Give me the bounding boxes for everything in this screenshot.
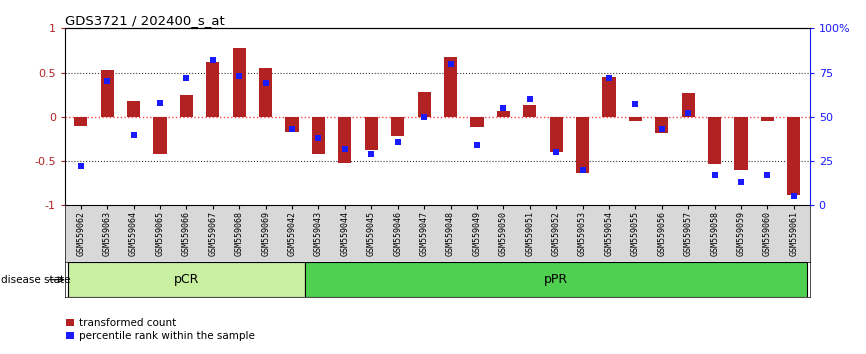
Bar [787, 117, 800, 195]
Bar [391, 117, 404, 136]
Bar [153, 117, 166, 154]
Text: pCR: pCR [174, 273, 199, 286]
Bar [523, 105, 536, 117]
Bar [339, 117, 352, 163]
Bar [127, 101, 140, 117]
Bar [734, 117, 747, 170]
Bar [365, 117, 378, 150]
Bar [629, 117, 642, 121]
Text: pPR: pPR [544, 273, 568, 286]
Bar [259, 68, 272, 117]
Bar [576, 117, 589, 172]
Bar [100, 70, 113, 117]
Bar [682, 93, 695, 117]
Bar [417, 92, 430, 117]
Bar [761, 117, 774, 121]
Legend: transformed count, percentile rank within the sample: transformed count, percentile rank withi… [61, 314, 259, 345]
Bar [708, 117, 721, 164]
Bar [470, 117, 483, 127]
Bar [74, 117, 87, 126]
Bar [206, 62, 219, 117]
Text: disease state: disease state [1, 275, 70, 285]
Bar [444, 57, 457, 117]
Bar [68, 262, 306, 297]
Bar [656, 117, 669, 133]
Bar [312, 117, 325, 154]
Bar [497, 111, 510, 117]
Bar [550, 117, 563, 152]
Bar [180, 95, 193, 117]
Text: GDS3721 / 202400_s_at: GDS3721 / 202400_s_at [65, 14, 224, 27]
Bar [306, 262, 807, 297]
Bar [603, 77, 616, 117]
Bar [233, 48, 246, 117]
Bar [286, 117, 299, 132]
